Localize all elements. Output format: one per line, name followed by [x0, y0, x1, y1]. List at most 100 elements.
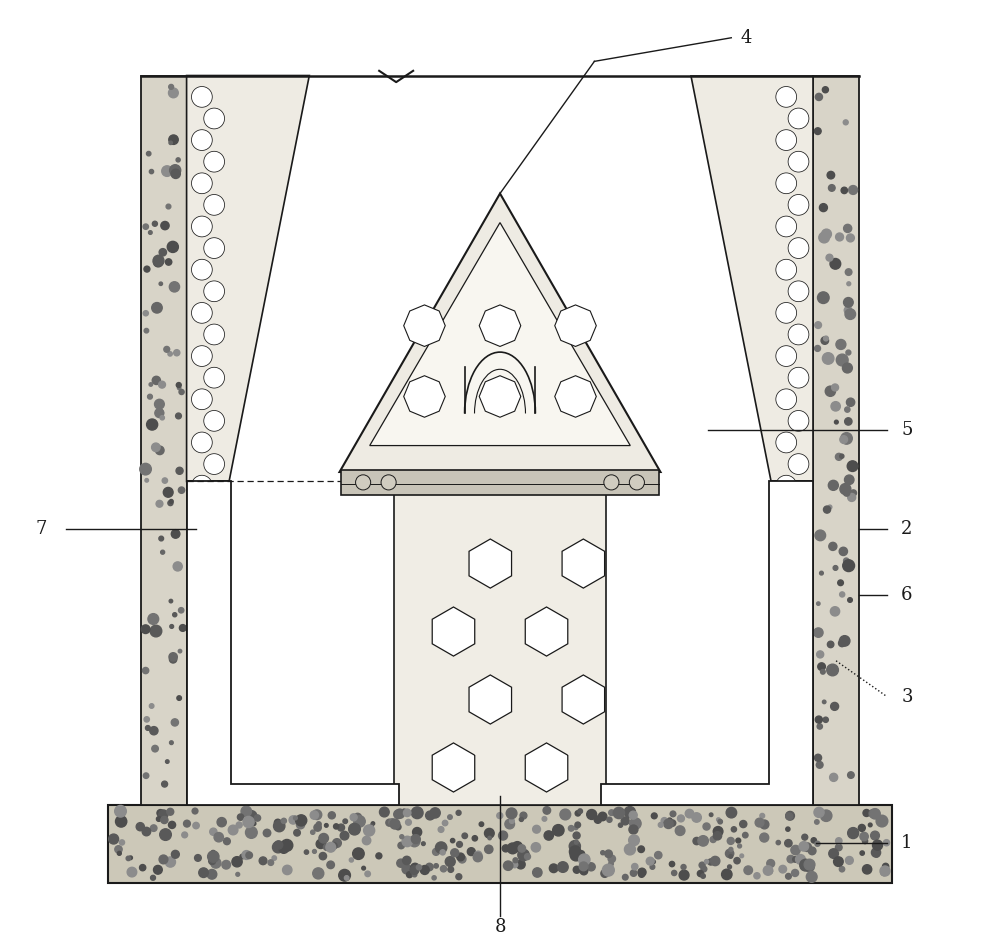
Circle shape [242, 851, 251, 859]
Circle shape [628, 844, 633, 849]
Circle shape [815, 716, 822, 723]
Circle shape [776, 649, 797, 669]
Circle shape [843, 120, 848, 125]
Circle shape [433, 849, 440, 855]
Circle shape [339, 869, 350, 881]
Circle shape [362, 836, 371, 845]
Circle shape [156, 500, 163, 507]
Circle shape [354, 814, 362, 821]
Circle shape [575, 822, 581, 828]
Circle shape [667, 818, 672, 823]
Circle shape [165, 857, 175, 868]
Circle shape [294, 816, 297, 820]
Circle shape [817, 724, 822, 729]
Circle shape [259, 857, 267, 865]
Polygon shape [404, 305, 445, 346]
Circle shape [531, 843, 541, 851]
Circle shape [192, 129, 212, 150]
Circle shape [170, 741, 173, 745]
Circle shape [840, 483, 851, 495]
Circle shape [199, 868, 208, 878]
Circle shape [601, 851, 605, 854]
Circle shape [734, 857, 740, 864]
Circle shape [232, 856, 242, 867]
Circle shape [880, 866, 890, 876]
Circle shape [819, 204, 827, 211]
Circle shape [729, 848, 733, 851]
Circle shape [204, 238, 225, 259]
Circle shape [840, 454, 844, 458]
Circle shape [820, 810, 832, 821]
Circle shape [168, 821, 176, 829]
Circle shape [704, 860, 709, 864]
Circle shape [156, 817, 161, 821]
Circle shape [159, 282, 163, 285]
Circle shape [442, 820, 448, 826]
Circle shape [412, 872, 417, 877]
Circle shape [624, 844, 635, 855]
Circle shape [316, 839, 325, 849]
Circle shape [578, 851, 585, 857]
Circle shape [661, 818, 668, 824]
Circle shape [792, 869, 799, 876]
Circle shape [871, 831, 879, 840]
Circle shape [848, 828, 859, 838]
Circle shape [785, 839, 792, 847]
Circle shape [760, 834, 769, 842]
Circle shape [192, 87, 212, 108]
Circle shape [334, 824, 339, 829]
Polygon shape [562, 675, 605, 724]
Circle shape [744, 866, 752, 874]
Text: 3: 3 [901, 687, 913, 706]
Circle shape [815, 841, 820, 847]
Circle shape [333, 838, 341, 848]
Circle shape [847, 282, 851, 286]
Polygon shape [469, 539, 512, 588]
Circle shape [819, 232, 829, 243]
Circle shape [241, 806, 252, 817]
Circle shape [574, 826, 578, 830]
Circle shape [788, 713, 809, 733]
Circle shape [828, 185, 835, 192]
Circle shape [398, 842, 404, 849]
Circle shape [788, 454, 809, 475]
Circle shape [518, 845, 526, 852]
Polygon shape [479, 376, 521, 417]
Circle shape [211, 851, 215, 855]
Circle shape [776, 389, 797, 410]
Circle shape [171, 530, 180, 538]
Circle shape [814, 127, 821, 134]
Circle shape [776, 302, 797, 323]
Circle shape [799, 842, 809, 851]
Circle shape [776, 691, 797, 712]
Circle shape [176, 467, 183, 474]
Circle shape [165, 259, 172, 265]
Circle shape [144, 329, 149, 333]
Circle shape [542, 817, 547, 821]
Circle shape [815, 322, 821, 329]
Circle shape [462, 833, 468, 838]
Circle shape [152, 377, 160, 384]
Circle shape [873, 840, 883, 851]
Circle shape [832, 384, 839, 391]
Circle shape [395, 824, 401, 830]
Polygon shape [432, 607, 475, 656]
Circle shape [210, 828, 217, 835]
Circle shape [844, 307, 852, 314]
Circle shape [169, 84, 174, 90]
Circle shape [168, 352, 172, 356]
Circle shape [569, 840, 580, 851]
Polygon shape [187, 481, 399, 805]
Circle shape [340, 832, 349, 840]
Circle shape [776, 173, 797, 194]
Circle shape [693, 837, 700, 845]
Circle shape [430, 808, 440, 818]
Polygon shape [555, 305, 596, 346]
Circle shape [675, 826, 685, 835]
Circle shape [862, 838, 868, 844]
Circle shape [166, 760, 169, 764]
Polygon shape [187, 76, 309, 481]
Circle shape [438, 827, 444, 833]
Circle shape [193, 822, 199, 829]
Circle shape [154, 866, 162, 874]
